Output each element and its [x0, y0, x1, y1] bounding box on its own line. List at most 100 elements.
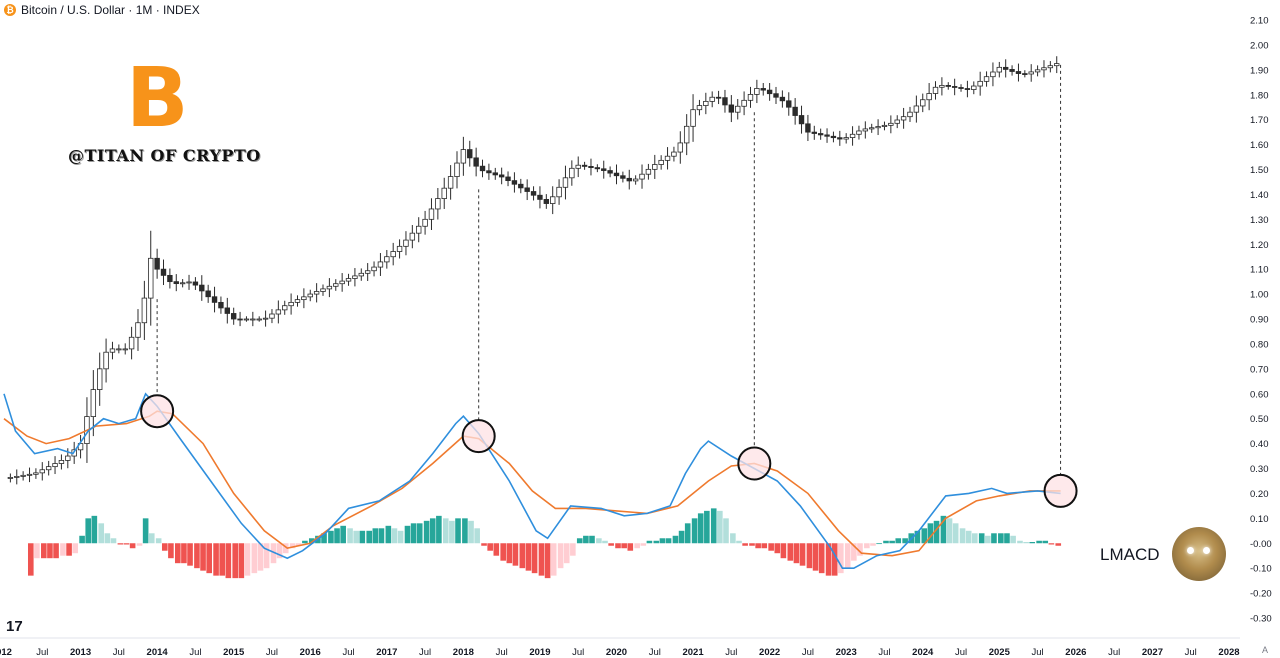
histogram-bar	[429, 518, 436, 544]
x-tick-label: Jul	[878, 647, 890, 658]
y-tick-label: 1.00	[1250, 290, 1269, 301]
price-candles	[7, 56, 1060, 485]
histogram-bar	[136, 543, 143, 546]
y-tick-label: -0.00	[1250, 539, 1272, 550]
histogram-bar	[328, 530, 334, 544]
candle-body	[148, 257, 154, 299]
candle-body	[626, 177, 632, 182]
y-tick-label: 1.50	[1250, 165, 1269, 176]
histogram-bar	[104, 533, 111, 544]
histogram-bar	[468, 520, 474, 544]
candle-body	[473, 157, 479, 167]
candle-body	[320, 288, 326, 292]
candle-body	[945, 85, 951, 87]
candle-body	[747, 93, 754, 101]
candle-body	[964, 88, 971, 90]
candle-body	[817, 133, 824, 136]
y-tick-label: 1.10	[1250, 265, 1269, 276]
histogram-bar	[583, 535, 589, 544]
candle-body	[524, 187, 530, 192]
histogram-bar	[742, 543, 748, 546]
time-axis[interactable]: 012 Jul 2013 Jul 2014 Jul 2015 Jul 2016 Jul 2017 Ju…	[0, 637, 1240, 658]
candle-body	[811, 131, 817, 134]
histogram-bar	[174, 543, 181, 564]
candle-body	[1002, 66, 1009, 70]
candle-body	[677, 142, 684, 153]
histogram-bar	[883, 540, 889, 544]
y-tick-label: -0.20	[1250, 589, 1272, 600]
candle-body	[722, 97, 728, 106]
histogram-bar	[691, 518, 698, 544]
candle-body	[154, 257, 160, 270]
y-tick-label: 1.90	[1250, 65, 1269, 76]
tradingview-logo-icon[interactable]: 17	[6, 618, 23, 635]
histogram-bar	[723, 518, 729, 544]
candle-body	[339, 280, 345, 285]
candle-body	[888, 122, 894, 126]
histogram-bar	[550, 543, 557, 576]
candle-body	[932, 86, 939, 94]
x-tick-label: 2017	[376, 647, 397, 658]
crossover-circle	[461, 419, 496, 454]
candle-body	[754, 88, 760, 95]
y-tick-label: 2.00	[1250, 40, 1269, 51]
y-tick-label: 1.30	[1250, 215, 1269, 226]
histogram-bar	[825, 543, 832, 576]
histogram-bar	[282, 543, 289, 554]
candle-body	[735, 105, 741, 113]
histogram-bar	[665, 538, 672, 544]
x-tick-label: 2023	[836, 647, 857, 658]
price-axis[interactable]: 2.10 2.00 1.90 1.80 1.70 1.60 1.50 1.40 1.30 1.20…	[1250, 16, 1272, 625]
histogram-bar	[672, 535, 679, 544]
histogram-bar	[423, 520, 430, 544]
candle-body	[683, 125, 690, 144]
histogram-bar	[238, 543, 245, 579]
candle-body	[505, 176, 511, 182]
histogram-bar	[653, 540, 660, 544]
candle-body	[243, 318, 250, 321]
candle-body	[135, 322, 141, 338]
histogram-bar	[557, 543, 564, 569]
histogram-bar	[1017, 540, 1023, 544]
histogram-bar	[213, 543, 219, 576]
candle-body	[1028, 71, 1034, 75]
x-tick-label: Jul	[1108, 647, 1120, 658]
symbol-title[interactable]: Bitcoin / U.S. Dollar · 1M · INDEX	[21, 3, 200, 17]
histogram-bar	[66, 543, 72, 556]
x-tick-label: 2020	[606, 647, 627, 658]
y-tick-label: 0.90	[1250, 315, 1269, 326]
histogram-bar	[793, 543, 800, 564]
histogram-bar	[308, 538, 315, 544]
histogram-bar	[799, 543, 806, 566]
histogram-bar	[544, 543, 551, 579]
candle-body	[951, 86, 958, 88]
auto-scale-toggle[interactable]: A	[1262, 645, 1269, 655]
x-tick-label: Jul	[189, 647, 201, 658]
crossover-circle	[1043, 473, 1078, 508]
candle-body	[1009, 69, 1015, 72]
candle-body	[441, 187, 447, 199]
candle-body	[45, 466, 52, 471]
x-tick-label: 2016	[300, 647, 321, 658]
histogram-bar	[455, 518, 461, 544]
histogram-bar	[219, 543, 226, 576]
histogram-bar	[921, 528, 928, 544]
histogram-bar	[200, 543, 206, 571]
candle-body	[766, 89, 773, 95]
x-tick-label: Jul	[496, 647, 508, 658]
candle-body	[307, 293, 313, 298]
candle-body	[703, 100, 709, 106]
histogram-bar	[831, 543, 838, 576]
macd-line	[3, 392, 1061, 569]
histogram-bar	[506, 543, 513, 564]
histogram-bar	[596, 538, 602, 544]
x-tick-label: 2026	[1065, 647, 1086, 658]
histogram-bar	[512, 543, 519, 566]
candle-body	[530, 191, 537, 196]
candle-body	[881, 124, 888, 127]
candle-body	[428, 208, 435, 220]
histogram-bar	[774, 543, 781, 554]
histogram-bar	[187, 543, 193, 566]
candle-body	[199, 284, 205, 292]
candle-body	[237, 318, 243, 321]
